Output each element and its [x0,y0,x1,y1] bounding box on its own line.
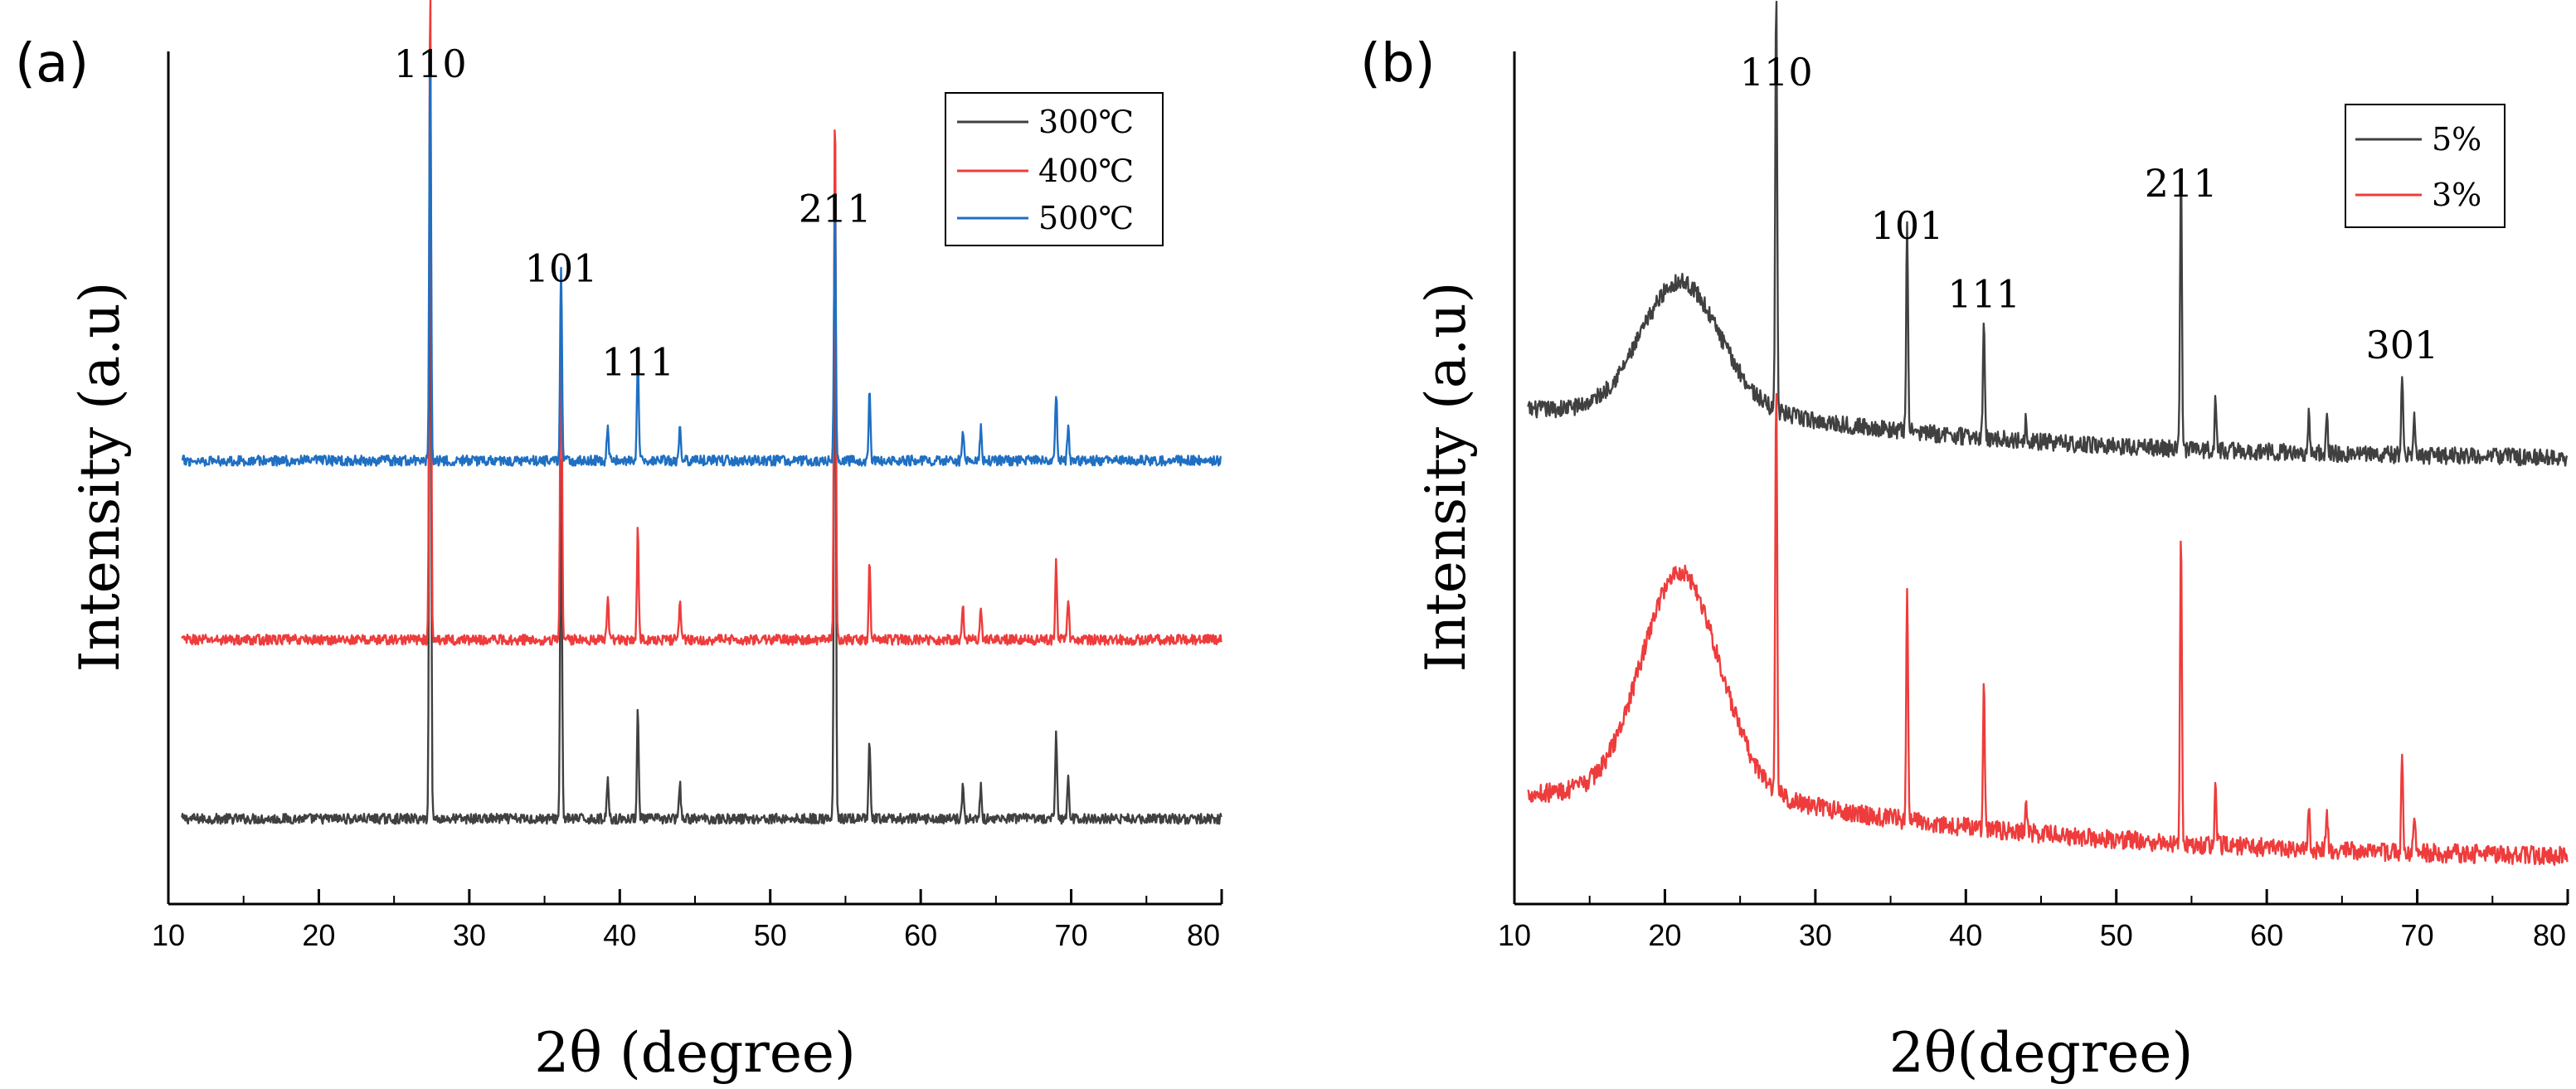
peak-label: 211 [799,187,872,231]
legend-label: 500℃ [1038,200,1134,236]
x-tick-label: 50 [754,918,787,952]
x-tick-label: 10 [1498,918,1531,952]
x-ticks: 10 20 30 40 50 60 70 80 [152,889,1223,952]
panel-b-label: (b) [1360,33,1436,95]
x-tick-label: 70 [1055,918,1088,952]
panel-a: (a) 110 101 111 211 10 20 30 40 50 60 70 80 2θ (de… [15,0,1223,1085]
legend: 300℃ 400℃ 500℃ [945,92,1164,246]
x-tick-label: 20 [302,918,335,952]
peak-label: 301 [2365,323,2438,367]
series-line [181,0,1222,646]
y-axis-title: Intensity (a.u) [1414,282,1478,673]
series-line [181,60,1222,467]
xrd-curves [1527,0,2569,866]
x-ticks: 10 20 30 40 50 60 70 80 [1498,889,2569,952]
series-line [1527,0,2569,467]
series-line [181,112,1222,825]
x-tick-label: 20 [1648,918,1681,952]
x-tick-label: 80 [1187,918,1220,952]
legend-box [2345,104,2506,228]
x-tick-label: 40 [603,918,636,952]
legend: 5% 3% [2345,104,2506,228]
x-tick-label: 60 [2250,918,2283,952]
legend-label: 400℃ [1038,153,1134,189]
x-tick-label: 60 [904,918,937,952]
y-axis-title: Intensity (a.u) [68,282,132,673]
x-tick-label: 50 [2100,918,2133,952]
x-axis-title: 2θ (degree) [534,1021,855,1085]
series-line [1527,392,2569,866]
x-tick-label: 10 [152,918,185,952]
x-tick-label: 30 [1799,918,1832,952]
peak-label: 111 [601,340,674,385]
peak-label: 101 [525,246,598,291]
peak-label: 110 [1740,50,1813,95]
peak-labels: 110 101 111 211 [394,41,872,385]
legend-box [945,92,1164,246]
legend-label: 3% [2432,177,2481,213]
peak-label: 211 [2145,161,2218,206]
peak-label: 111 [1947,271,2020,316]
xrd-curves [181,0,1222,825]
legend-label: 5% [2432,121,2481,158]
x-tick-label: 30 [453,918,486,952]
x-tick-label: 40 [1949,918,1982,952]
panel-a-label: (a) [15,33,89,95]
x-tick-label: 80 [2533,918,2566,952]
peak-label: 110 [394,41,467,86]
x-tick-label: 70 [2401,918,2434,952]
legend-label: 300℃ [1038,104,1134,140]
peak-label: 101 [1871,203,1944,248]
x-axis-title: 2θ(degree) [1889,1021,2193,1085]
